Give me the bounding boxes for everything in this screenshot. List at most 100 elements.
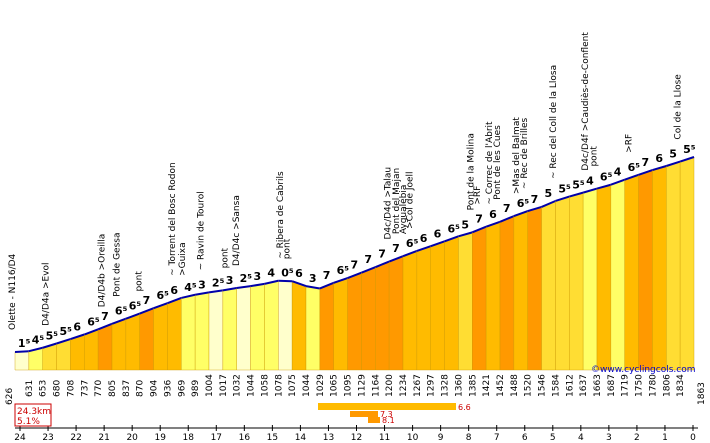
gradient-label: 4 <box>586 175 594 188</box>
profile-segment <box>347 272 362 371</box>
location-label: D4/D4c >Sansa <box>232 195 242 266</box>
location-label: D4c/D4d >Talau <box>384 167 394 240</box>
altitude-label: 1234 <box>399 374 409 397</box>
location-label: Col de la Llose <box>674 74 684 140</box>
profile-line <box>388 255 404 263</box>
altitude-label: 870 <box>136 380 146 397</box>
gradient-label: 6⁵ <box>517 197 530 210</box>
profile-segment <box>291 280 307 371</box>
profile-line <box>28 346 43 353</box>
x-tick-label: 20 <box>126 433 138 443</box>
gradient-label: 6⁵ <box>337 264 350 277</box>
gradient-label: 3 <box>254 270 262 283</box>
profile-line <box>555 195 570 202</box>
profile-segment <box>499 215 515 371</box>
profile-line <box>167 296 182 305</box>
profile-line <box>665 160 681 167</box>
bottom-bar-value: 7.3 <box>380 410 393 419</box>
gradient-label: 7 <box>364 253 372 266</box>
location-label: >RF <box>625 134 635 153</box>
altitude-label: 1017 <box>219 374 229 397</box>
altitude-label: 1750 <box>635 374 645 397</box>
location-label: ~ Correc de l'Abrit <box>485 121 495 205</box>
profile-segment <box>472 226 487 371</box>
gradient-label: 7 <box>378 248 386 261</box>
location-labels: Olette - N116/D4 D4/D4a >Evol D4/D4b >Orei… <box>8 32 684 330</box>
x-tick-label: 11 <box>379 433 390 443</box>
altitude-label: 1032 <box>233 374 243 397</box>
profile-segment <box>679 156 695 371</box>
profile-segment <box>305 285 321 371</box>
profile-segment <box>485 221 501 371</box>
x-tick-label: 9 <box>438 433 444 443</box>
altitude-label: 1806 <box>662 374 672 397</box>
profile-line <box>610 178 626 186</box>
profile-segment <box>610 179 625 371</box>
altitude-label: 969 <box>177 380 187 397</box>
profile-line <box>638 169 653 176</box>
location-label: ~ Ribera de Cabrils <box>276 171 286 259</box>
profile-line <box>679 156 695 163</box>
altitude-label: 737 <box>80 380 90 397</box>
gradient-label: 5⁵ <box>572 179 585 192</box>
profile-line <box>485 220 501 228</box>
gradient-label: 6 <box>489 208 497 221</box>
altitude-label: 1004 <box>205 374 215 397</box>
location-label: D4c/D4f >Caudiès-de-Conflent <box>580 32 591 171</box>
profile-line <box>97 322 113 331</box>
altitude-label: 1075 <box>288 374 298 397</box>
x-tick-label: 12 <box>351 433 362 443</box>
gradient-label: 3 <box>198 278 206 291</box>
location-label: D4/D4b >Oreilla <box>97 234 107 308</box>
x-tick-label: 15 <box>267 433 278 443</box>
profile-segment <box>97 323 113 371</box>
profile-line <box>402 250 418 258</box>
profile-segment <box>111 318 127 371</box>
profile-line <box>42 342 57 349</box>
profile-segment <box>222 287 237 371</box>
profile-line <box>582 187 598 194</box>
bottom-bar <box>318 403 456 410</box>
profile-segment <box>555 196 570 371</box>
gradient-label: 4 <box>614 166 622 179</box>
profile-segment <box>319 282 334 371</box>
profile-segment <box>582 188 598 371</box>
altitude-label: 708 <box>66 380 76 397</box>
altitude-label: 1421 <box>482 374 492 397</box>
altitude-label: 1360 <box>454 374 464 397</box>
gradient-label: 7 <box>101 310 109 323</box>
altitude-label: 989 <box>191 380 201 397</box>
altitude-label: 1267 <box>413 374 423 397</box>
altitude-label: 1297 <box>427 374 437 397</box>
profile-segment <box>444 236 459 371</box>
profile-segment <box>236 285 251 371</box>
altitude-label: 1452 <box>496 374 506 397</box>
profile-line <box>305 285 321 290</box>
profile-line <box>596 183 612 190</box>
gradient-label: 2⁵ <box>212 276 225 289</box>
altitude-label: 1637 <box>579 374 589 397</box>
gradient-label: 6 <box>73 321 81 334</box>
start-altitude: 626 <box>5 388 15 405</box>
profile-line <box>416 245 432 252</box>
profile-segment <box>125 313 140 371</box>
altitude-label: 805 <box>108 380 118 397</box>
profile-segment <box>194 292 210 371</box>
gradient-label: 6 <box>434 227 442 240</box>
profile-line <box>333 277 348 284</box>
location-label: ~ Rec del Coll de la Llosa <box>549 65 559 179</box>
profile-line <box>264 279 279 285</box>
altitude-label: 1834 <box>676 374 686 397</box>
x-tick-label: 16 <box>239 433 251 443</box>
x-tick-label: 7 <box>494 433 500 443</box>
location-label: Pont de Gessa <box>112 233 122 297</box>
profile-line <box>374 260 390 269</box>
altitude-label: 936 <box>163 380 173 397</box>
gradient-label: 3 <box>309 272 317 285</box>
profile-line <box>208 289 224 294</box>
profile-line <box>125 312 141 320</box>
gradient-label: 6 <box>420 232 428 245</box>
bottom-bar <box>368 417 380 423</box>
gradient-label: 6 <box>170 284 178 297</box>
